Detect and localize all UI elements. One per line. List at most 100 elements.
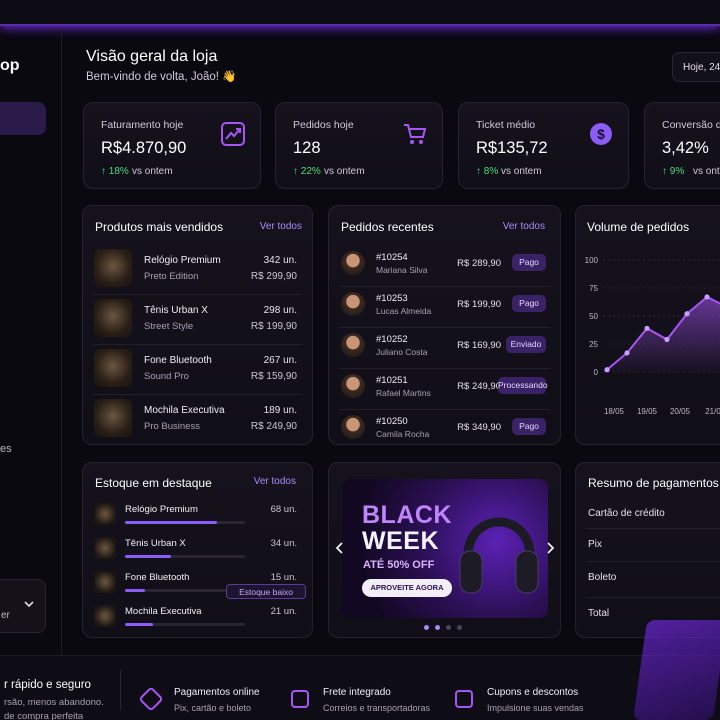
banner-cta[interactable]: APROVEITE AGORA [362, 579, 452, 597]
feature-icon [139, 687, 163, 711]
arrow [547, 542, 555, 554]
feature-title: Cupons e descontos [487, 687, 579, 698]
panel-title: Pedidos recentes [341, 220, 434, 234]
footer-divider [120, 670, 121, 710]
footer-promo: rsão, menos abandono. [4, 697, 104, 708]
stock-track [125, 623, 245, 626]
customer-name: Camila Rocha [376, 429, 430, 439]
stock-bar [125, 623, 154, 626]
customer-name: Juliano Costa [376, 347, 428, 357]
product-thumbnail [94, 249, 132, 287]
payment-method: Boleto [588, 572, 617, 583]
carousel-arrow[interactable] [545, 541, 557, 555]
stock-thumbnail [94, 503, 116, 525]
row-divider [339, 286, 550, 287]
stock-thumbnail [94, 605, 116, 627]
page-subtitle: Bem-vindo de volta, João! 👋 [86, 71, 237, 83]
carousel-dot[interactable] [424, 625, 429, 630]
y-tick-label: 75 [589, 284, 598, 293]
sidebar-item[interactable]: es [0, 443, 12, 455]
kpi-delta: ↑ 9% [662, 166, 685, 177]
kpi-value: 128 [293, 139, 321, 157]
product-variant: Street Style [144, 321, 194, 332]
kpi-compare: vs ontem [132, 166, 173, 177]
status-badge: Pago [512, 418, 546, 435]
store-selector[interactable]: er [0, 579, 46, 633]
carousel-dot[interactable] [446, 625, 451, 630]
carousel-arrow[interactable] [333, 541, 345, 555]
feature-title: Frete integrado [323, 687, 391, 698]
product-name: Tênis Urban X [144, 305, 208, 316]
row-divider [339, 368, 550, 369]
low-stock-label: Estoque baixo [239, 587, 293, 597]
x-tick-label: 20/05 [670, 407, 691, 416]
banner-line1: BLACK [362, 501, 452, 529]
feature-subtitle: Pix, cartão e boleto [174, 703, 252, 713]
row-divider [93, 344, 302, 345]
banner-panel: BLACK WEEK ATÉ 50% OFF APROVEITE AGORA [328, 462, 561, 638]
order-volume-panel: Volume de pedidos 0 25 50 75 100 18/05 19/05 20/… [575, 205, 720, 445]
stock-bar [125, 521, 217, 524]
stock-name: Mochila Executiva [125, 606, 202, 617]
kpi-card: Faturamento hoje R$4.870,90 ↑ 18% vs ontem [83, 102, 261, 189]
order-amount: R$ 169,90 [457, 340, 501, 351]
order-id: #10254 [376, 252, 408, 263]
status-badge: Processando [498, 377, 548, 394]
kpi-label: Faturamento hoje [101, 119, 184, 131]
product-thumbnail [94, 399, 132, 437]
panel-title: Resumo de pagamentos [588, 476, 719, 490]
order-amount: R$ 199,90 [457, 299, 501, 310]
kpi-compare: vs ontem [693, 166, 720, 177]
stock-units: 68 un. [270, 504, 297, 515]
stock-bar [125, 555, 171, 558]
date-label: Hoje, 24 [683, 62, 720, 73]
customer-avatar [341, 374, 365, 398]
icon-shape [291, 690, 309, 708]
row-divider [586, 528, 720, 529]
panel-title: Estoque em destaque [95, 476, 212, 490]
status-badge: Pago [512, 295, 546, 312]
customer-avatar [341, 251, 365, 275]
feature-subtitle: Correios e transportadoras [323, 703, 431, 713]
banner-cta-label: APROVEITE AGORA [370, 583, 444, 592]
product-name: Mochila Executiva [144, 405, 225, 416]
payment-method: Pix [588, 539, 602, 550]
row-divider [339, 409, 550, 410]
panel-title: Volume de pedidos [587, 220, 690, 234]
ear-cup [515, 550, 539, 594]
view-all-link[interactable]: Ver todos [502, 221, 545, 232]
product-name: Relógio Premium [144, 255, 221, 266]
feature-title: Pagamentos online [174, 687, 260, 698]
kpi-label: Ticket médio [476, 119, 536, 131]
kpi-icon [404, 124, 427, 144]
area [607, 296, 720, 372]
y-tick-label: 25 [589, 340, 598, 349]
banner[interactable]: BLACK WEEK ATÉ 50% OFF APROVEITE AGORA [342, 479, 548, 618]
product-units: 298 un. [263, 305, 297, 316]
kpi-label: Pedidos hoje [293, 119, 354, 131]
product-thumbnail [94, 349, 132, 387]
stock-units: 15 un. [270, 572, 297, 583]
stock-thumbnail [94, 537, 116, 559]
stock-thumbnail [94, 571, 116, 593]
view-all-link[interactable]: Ver todos [253, 476, 296, 487]
row-divider [93, 294, 302, 295]
point [684, 311, 690, 317]
icon-coin [590, 123, 612, 145]
y-tick-label: 100 [585, 256, 599, 265]
status-label: Enviado [510, 339, 542, 349]
date-button[interactable]: Hoje, 24 [672, 52, 720, 82]
stock-panel: Estoque em destaque Ver todos Relógio Prem… [82, 462, 313, 638]
customer-avatar [341, 415, 365, 439]
view-all-link[interactable]: Ver todos [259, 221, 302, 232]
icon-cart [404, 124, 427, 138]
kpi-value: 3,42% [662, 139, 709, 157]
panel-title: Produtos mais vendidos [95, 220, 224, 234]
sidebar-active-item[interactable] [0, 102, 46, 135]
carousel-dot[interactable] [435, 625, 440, 630]
icon-shape [455, 690, 473, 708]
stock-name: Fone Bluetooth [125, 572, 190, 583]
kpi-card: Ticket médio R$135,72 ↑ 8% vs ontem $ [458, 102, 629, 189]
carousel-dot[interactable] [457, 625, 462, 630]
kpi-compare: vs ontem [324, 166, 365, 177]
